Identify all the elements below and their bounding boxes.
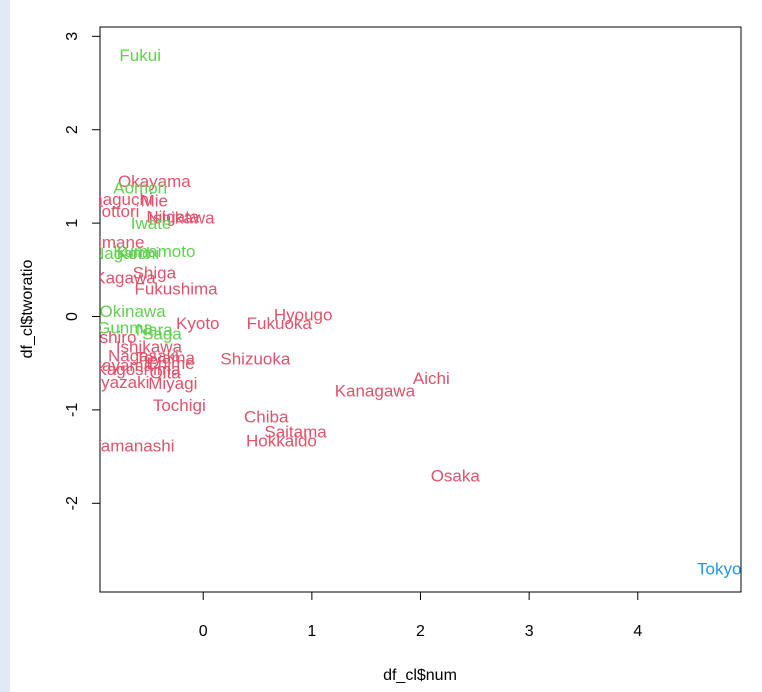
point-label: Niigata	[146, 208, 199, 227]
x-tick-label: 4	[633, 623, 642, 640]
point-label: Fukushima	[134, 279, 218, 298]
point-label: Shizuoka	[220, 350, 290, 369]
point-label: Tokyo	[697, 560, 741, 579]
y-tick-label: 0	[64, 312, 81, 321]
x-tick-label: 0	[199, 623, 208, 640]
x-tick-label: 3	[525, 623, 534, 640]
point-label: Chiba	[244, 407, 289, 426]
point-label: Kagawa	[94, 268, 156, 287]
y-tick-label: 3	[64, 32, 81, 41]
x-axis-label: df_cl$num	[383, 667, 457, 684]
point-label: Hyougo	[274, 306, 333, 325]
point-label: Kushiro	[79, 328, 137, 347]
point-label: Nara	[136, 321, 173, 340]
point-label: Kagoshima	[95, 360, 181, 379]
point-label: Iwate	[131, 214, 172, 233]
point-label: Ishikawa	[148, 209, 215, 228]
point-label: Kyoto	[176, 314, 219, 333]
point-label: Kochi	[117, 244, 160, 263]
point-label: Shimane	[77, 233, 144, 252]
point-label: Fukui	[119, 46, 161, 65]
point-label: Aichi	[413, 369, 450, 388]
y-tick-label: 1	[64, 219, 81, 228]
point-label: Oita	[150, 364, 182, 383]
point-label: Ehime	[147, 354, 195, 373]
left-window-strip	[0, 0, 10, 692]
point-label: Yamaguchi	[69, 190, 153, 209]
point-label: Tottori	[93, 202, 139, 221]
point-label: Shiga	[133, 264, 177, 283]
point-label: Fukuoka	[247, 314, 313, 333]
point-label: Tochigi	[153, 396, 206, 415]
point-label: Miyagi	[148, 374, 197, 393]
y-axis: -2 -1 0 1 2 3	[64, 32, 101, 510]
point-label: Hokkaido	[246, 432, 317, 451]
point-label: Mie	[141, 192, 168, 211]
point-label: Ishikawa	[116, 337, 183, 356]
point-label: Okayama	[118, 172, 191, 191]
point-label: Miyazaki	[83, 373, 149, 392]
point-label: Okinawa	[100, 302, 167, 321]
point-label: Nagasaki	[108, 347, 179, 366]
x-axis: 0 1 2 3 4	[199, 591, 642, 640]
point-label: Toyama	[135, 349, 195, 368]
plot-box	[99, 26, 742, 593]
y-tick-label: 2	[64, 125, 81, 134]
x-tick-label: 2	[416, 623, 425, 640]
point-label: Kumamoto	[113, 242, 195, 261]
point-label: Gunma	[97, 319, 153, 338]
point-label: Saitama	[264, 422, 327, 441]
point-label: Wakayama	[69, 356, 154, 375]
point-label: Yamanashi	[91, 436, 175, 455]
x-tick-label: 1	[307, 623, 316, 640]
point-label: Nagano	[92, 244, 152, 263]
point-label: Saga	[142, 324, 182, 343]
point-label: Kanagawa	[335, 381, 416, 400]
y-tick-label: -2	[64, 496, 81, 510]
point-label: Aomori	[113, 179, 167, 198]
y-axis-label: df_cl$tworatio	[19, 260, 36, 359]
point-label: Osaka	[431, 466, 481, 485]
y-tick-label: -1	[64, 403, 81, 417]
